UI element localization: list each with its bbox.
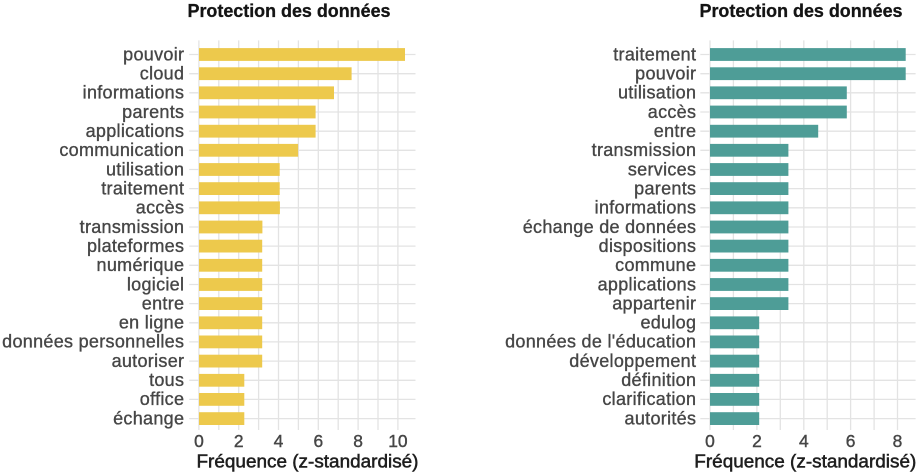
svg-text:pouvoir: pouvoir [635,64,696,84]
svg-text:numérique: numérique [97,255,185,275]
svg-text:4: 4 [274,431,284,451]
svg-text:échange: échange [113,408,184,428]
svg-text:tous: tous [149,370,184,390]
svg-text:en ligne: en ligne [119,313,184,333]
svg-text:4: 4 [799,431,809,451]
svg-text:Protection des données: Protection des données [700,1,903,21]
svg-text:traitement: traitement [101,178,184,198]
svg-text:entre: entre [654,121,697,141]
svg-text:échange de données: échange de données [523,217,697,237]
svg-text:accès: accès [648,102,697,122]
svg-text:utilisation: utilisation [106,159,184,179]
svg-text:applications: applications [598,274,697,294]
svg-text:parents: parents [122,102,184,122]
svg-text:6: 6 [313,431,323,451]
svg-text:8: 8 [353,431,363,451]
svg-text:parents: parents [634,178,696,198]
svg-text:données de l'éducation: données de l'éducation [505,332,696,352]
svg-text:Fréquence (z-standardisé): Fréquence (z-standardisé) [197,451,419,471]
svg-text:définition: définition [621,370,696,390]
svg-text:clarification: clarification [602,389,696,409]
svg-text:transmission: transmission [80,217,185,237]
svg-text:appartenir: appartenir [612,293,696,313]
svg-text:transmission: transmission [592,140,697,160]
svg-text:office: office [140,389,185,409]
svg-text:2: 2 [234,431,244,451]
svg-text:6: 6 [846,431,856,451]
svg-text:Protection des données: Protection des données [188,1,391,21]
svg-text:Fréquence (z-standardisé): Fréquence (z-standardisé) [694,451,916,471]
svg-text:informations: informations [83,83,185,103]
svg-text:2: 2 [752,431,762,451]
svg-text:applications: applications [86,121,185,141]
svg-text:commune: commune [615,255,696,275]
svg-text:entre: entre [142,293,185,313]
svg-text:informations: informations [595,198,697,218]
svg-text:autoriser: autoriser [112,351,185,371]
svg-text:communication: communication [59,140,184,160]
svg-text:dispositions: dispositions [599,236,697,256]
svg-text:logiciel: logiciel [127,274,184,294]
svg-text:utilisation: utilisation [618,83,696,103]
svg-text:0: 0 [194,431,204,451]
svg-text:développement: développement [569,351,696,371]
svg-text:cloud: cloud [140,64,185,84]
svg-text:pouvoir: pouvoir [123,44,184,64]
svg-text:8: 8 [893,431,903,451]
svg-text:autorités: autorités [625,408,697,428]
svg-text:10: 10 [388,431,407,451]
svg-text:traitement: traitement [613,44,696,64]
svg-text:0: 0 [705,431,715,451]
svg-text:accès: accès [136,198,185,218]
svg-text:données personnelles: données personnelles [2,332,184,352]
svg-text:edulog: edulog [640,313,696,333]
svg-text:plateformes: plateformes [87,236,184,256]
svg-text:services: services [628,159,696,179]
